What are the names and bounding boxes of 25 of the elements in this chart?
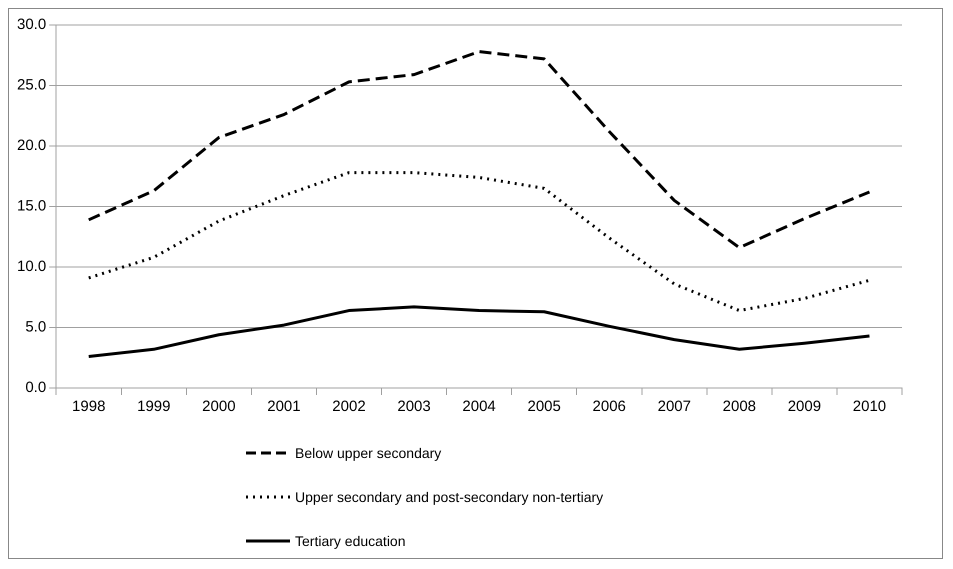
legend-label: Upper secondary and post-secondary non-tertiary [295, 489, 604, 505]
x-tick-label: 2001 [267, 398, 301, 416]
y-tick-label: 25.0 [16, 76, 46, 94]
x-tick-label: 2009 [788, 398, 822, 416]
x-tick-label: 2002 [332, 398, 366, 416]
x-tick-label: 2006 [592, 398, 626, 416]
y-tick-label: 20.0 [16, 137, 46, 154]
x-tick-label: 1998 [72, 398, 106, 416]
y-tick-label: 15.0 [16, 198, 46, 215]
line-series [87, 50, 871, 250]
x-tick-label: 2010 [852, 398, 886, 416]
x-tick-label: 2005 [527, 398, 561, 416]
x-tick-label: 2000 [202, 398, 236, 416]
x-tick-label: 1999 [137, 398, 170, 416]
x-tick-label: 2004 [462, 398, 496, 416]
y-tick-label: 10.0 [16, 258, 46, 276]
y-tick-label: 0.0 [25, 379, 46, 396]
y-tick-label: 5.0 [25, 318, 46, 336]
x-tick-label: 2007 [658, 398, 691, 416]
legend-label: Below upper secondary [295, 445, 442, 461]
y-tick-label: 30.0 [16, 16, 46, 34]
legend-label: Tertiary education [295, 533, 406, 549]
x-tick-label: 2008 [722, 398, 756, 416]
line-series [87, 171, 871, 312]
x-tick-label: 2003 [397, 398, 431, 416]
